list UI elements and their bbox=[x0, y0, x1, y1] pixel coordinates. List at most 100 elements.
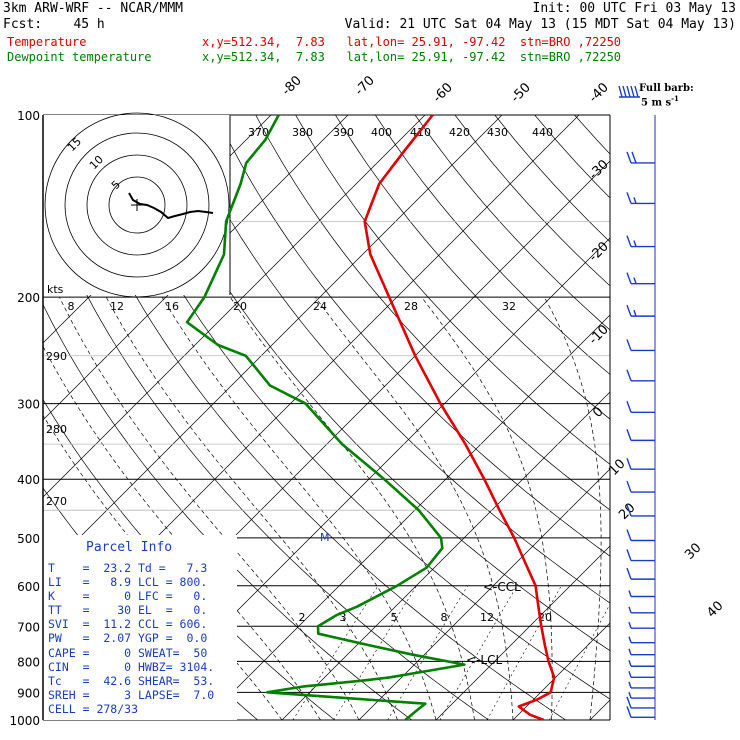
wind-barb bbox=[628, 636, 655, 644]
isotherm-line bbox=[358, 468, 610, 720]
mixing-ratio-line bbox=[333, 585, 417, 720]
pressure-label: 600 bbox=[17, 580, 40, 594]
dry-adiabat-line bbox=[335, 115, 610, 420]
parcel-row: PW = 2.07 YGP = 0.0 bbox=[48, 631, 208, 646]
wind-barb bbox=[626, 429, 655, 442]
wind-barb bbox=[626, 339, 655, 352]
wind-barbs bbox=[618, 85, 656, 720]
hodograph-ring bbox=[86, 154, 188, 256]
parcel-row: CIN = 0 HWBZ= 3104. bbox=[48, 659, 215, 674]
parcel-row: TT = 30 EL = 0. bbox=[48, 603, 208, 618]
parcel-row: CELL = 278/33 bbox=[48, 701, 139, 716]
dry-adiabat-line bbox=[295, 115, 610, 465]
wind-barb bbox=[626, 504, 655, 517]
mixing-ratio-bottom-label: 3 bbox=[340, 611, 347, 624]
theta-label: 370 bbox=[248, 126, 269, 139]
wind-barb bbox=[628, 621, 655, 629]
dry-adiabat-line bbox=[414, 115, 610, 331]
isotherm-label: -70 bbox=[352, 73, 378, 99]
lcl-annotation: <-LCL bbox=[466, 653, 502, 667]
mixing-ratio-top-label: 24 bbox=[313, 300, 327, 313]
mixing-ratio-bottom-label: 5 bbox=[391, 611, 398, 624]
wind-barb bbox=[626, 457, 655, 470]
isotherm-line bbox=[512, 622, 610, 720]
temperature-line bbox=[363, 115, 556, 720]
isotherm-line bbox=[435, 545, 610, 720]
dry-adiabat-line bbox=[614, 115, 740, 720]
mixing-ratio-bottom-label: 12 bbox=[480, 611, 494, 624]
wind-barb bbox=[626, 529, 655, 542]
mixing-ratio-top-label: 8 bbox=[68, 300, 75, 313]
forecast-hour: Fcst: 45 h bbox=[3, 17, 105, 32]
dry-adiabat-label: 290 bbox=[46, 350, 67, 363]
hodograph-units: kts bbox=[47, 283, 64, 296]
hodograph-trace bbox=[128, 192, 214, 220]
isotherm-line bbox=[589, 699, 610, 720]
parcel-row: CAPE = 0 SWEAT= 50 bbox=[48, 645, 208, 660]
parcel-row: SVI = 11.2 CCL = 606. bbox=[48, 617, 208, 632]
model-label: 3km ARW-WRF -- NCAR/MMM bbox=[3, 1, 184, 16]
wind-barb bbox=[626, 480, 655, 493]
mixing-ratio-top-label: 32 bbox=[502, 300, 516, 313]
theta-label: 400 bbox=[371, 126, 392, 139]
dry-adiabat-line bbox=[494, 115, 610, 243]
theta-label: 420 bbox=[449, 126, 470, 139]
isotherm-line bbox=[281, 391, 610, 720]
dewpoint-legend-label: Dewpoint temperature bbox=[7, 50, 152, 64]
wind-barb bbox=[626, 549, 655, 562]
wind-barb bbox=[626, 151, 655, 164]
wind-barb bbox=[628, 681, 655, 689]
isotherm-label: -40 bbox=[586, 80, 612, 106]
barb-legend-superscript: -1 bbox=[671, 94, 679, 103]
mixing-ratio-top-label: 28 bbox=[404, 300, 418, 313]
pressure-label: 500 bbox=[17, 532, 40, 546]
wind-barb bbox=[626, 304, 655, 317]
wind-barb bbox=[626, 192, 655, 205]
theta-label: 440 bbox=[532, 126, 553, 139]
wind-barb bbox=[626, 235, 655, 248]
pressure-label: 1000 bbox=[9, 714, 40, 728]
isotherm-line bbox=[43, 115, 503, 575]
mixing-ratio-line bbox=[549, 603, 610, 720]
dry-adiabat-line bbox=[734, 115, 740, 720]
pressure-label: 800 bbox=[17, 655, 40, 669]
parcel-row: LI = 8.9 LCL = 800. bbox=[48, 575, 208, 590]
barb-legend-line2: 5 m s bbox=[641, 97, 672, 109]
parcel-info-box bbox=[43, 535, 237, 720]
pressure-label: 900 bbox=[17, 686, 40, 700]
theta-label: 430 bbox=[487, 126, 508, 139]
isotherm-label: -60 bbox=[430, 80, 456, 106]
isotherm-label: 40 bbox=[704, 599, 726, 621]
dewpoint-line bbox=[185, 115, 466, 720]
dry-adiabat-line bbox=[255, 115, 610, 511]
isotherm-line bbox=[43, 115, 426, 498]
wind-barb bbox=[628, 691, 655, 699]
annotations: <-CCL <-LCL M bbox=[320, 531, 521, 667]
dewpoint-legend-info: x,y=512.34, 7.83 lat,lon= 25.91, -97.42 … bbox=[202, 50, 622, 64]
isotherm-label: 20 bbox=[616, 501, 638, 523]
wind-barb bbox=[626, 369, 655, 382]
wind-barb bbox=[628, 660, 655, 667]
isotherm-line bbox=[667, 115, 740, 720]
wind-barb bbox=[628, 671, 655, 678]
wind-barb bbox=[628, 606, 655, 614]
mixing-ratio-bottom-label: 8 bbox=[441, 611, 448, 624]
m-annotation: M bbox=[320, 531, 330, 544]
mixing-ratio-line bbox=[439, 585, 518, 720]
dry-adiabat-label: 270 bbox=[46, 495, 67, 508]
wind-barb bbox=[628, 648, 655, 656]
pressure-label: 200 bbox=[17, 291, 40, 305]
isotherm-label: -50 bbox=[508, 80, 534, 106]
hodograph-ring bbox=[64, 132, 210, 278]
mixing-ratio-top-label: 16 bbox=[165, 300, 179, 313]
ccl-annotation: <-CCL bbox=[483, 580, 521, 594]
profile-lines bbox=[185, 115, 556, 720]
wind-barb bbox=[628, 590, 655, 598]
dry-adiabat-line bbox=[654, 115, 740, 720]
theta-label: 390 bbox=[333, 126, 354, 139]
hodograph-ring bbox=[44, 112, 230, 298]
parcel-row: Tc = 42.6 SHEAR= 53. bbox=[48, 673, 215, 688]
